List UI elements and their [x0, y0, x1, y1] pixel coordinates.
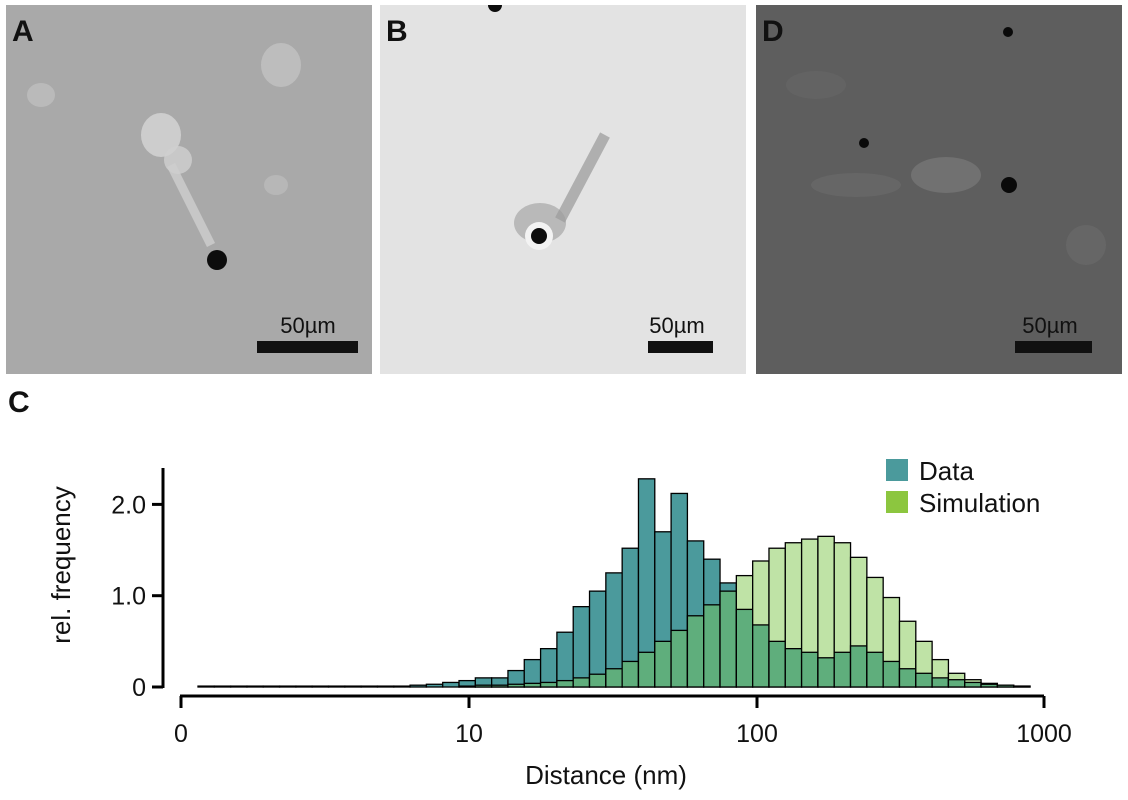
- data-bar-15: [442, 681, 460, 688]
- data-bar-41: [866, 651, 884, 688]
- data-bar-14: [425, 683, 444, 688]
- scale-bar-a: [257, 341, 358, 353]
- data-bar-34: [752, 624, 770, 688]
- data-bar-22: [556, 631, 574, 688]
- simulation-bar-30: [686, 615, 705, 688]
- data-bar-40: [849, 645, 868, 688]
- data-bar-47: [964, 681, 982, 688]
- panel-label-c: C: [8, 386, 30, 419]
- x-axis-ticks: 0 10 100 1000: [174, 696, 1072, 748]
- data-bar-37: [800, 651, 819, 688]
- simulation-bar-26: [621, 660, 640, 688]
- data-bar-8: [327, 685, 346, 688]
- scale-bar-label-a: 50µm: [280, 313, 336, 338]
- simulation-bar-19: [507, 683, 525, 688]
- data-bar-10: [360, 685, 379, 688]
- panel-label-b: B: [386, 15, 408, 48]
- micrograph-panel-b: B 50µm: [380, 5, 746, 374]
- data-bar-12: [393, 685, 411, 688]
- data-bar-43: [898, 668, 917, 688]
- data-bar-36: [784, 648, 803, 688]
- data-bar-48: [980, 683, 999, 688]
- simulation-bar-24: [588, 673, 607, 688]
- legend: Data Simulation: [886, 456, 1040, 518]
- simulation-bar-22: [556, 679, 574, 688]
- data-bar-9: [344, 685, 362, 688]
- legend-label-simulation: Simulation: [919, 488, 1040, 518]
- x-tick-label-3: 1000: [1016, 720, 1072, 748]
- scale-bar-d: [1015, 341, 1092, 353]
- micrograph-image-d: [756, 5, 1122, 374]
- simulation-bar-21: [539, 681, 558, 688]
- legend-swatch-data: [886, 459, 908, 481]
- data-bar-42: [882, 660, 901, 688]
- data-bar-2: [229, 685, 248, 688]
- scale-bar-b: [648, 341, 713, 353]
- panel-label-d: D: [762, 15, 784, 48]
- x-tick-label-2: 100: [736, 720, 778, 748]
- distance-histogram: 0 1.0 2.0 0 10 100 1000 rel. frequency Distan…: [46, 456, 1072, 790]
- data-bar-13: [409, 684, 428, 688]
- y-axis-title: rel. frequency: [46, 486, 76, 644]
- data-bar-39: [833, 651, 852, 688]
- simulation-bar-27: [637, 651, 656, 688]
- x-axis-title: Distance (nm): [525, 760, 687, 790]
- data-bar-7: [311, 685, 330, 688]
- data-bar-46: [947, 679, 966, 688]
- panel-label-a: A: [12, 15, 34, 48]
- micrograph-panel-a: A 50µm: [6, 5, 372, 374]
- simulation-bar-23: [572, 677, 591, 688]
- y-tick-label-2: 2.0: [111, 491, 146, 519]
- data-bar-3: [246, 685, 264, 688]
- simulation-bar-31: [703, 604, 721, 688]
- data-bar-4: [262, 685, 281, 688]
- simulation-bar-49: [996, 684, 1015, 688]
- simulation-bar-16: [458, 685, 476, 688]
- x-tick-label-1: 10: [455, 720, 483, 748]
- simulation-bar-28: [654, 640, 672, 688]
- x-tick-label-0: 0: [174, 720, 188, 748]
- simulation-bar-32: [719, 590, 738, 688]
- y-tick-label-1: 1.0: [111, 583, 146, 611]
- micrograph-image-b: [380, 5, 746, 374]
- data-bar-24: [588, 590, 607, 688]
- data-bar-33: [735, 608, 754, 688]
- simulation-bar-20: [523, 682, 542, 688]
- data-bar-44: [915, 672, 933, 688]
- simulation-bar-17: [474, 684, 493, 688]
- simulation-bar-25: [605, 668, 623, 688]
- simulation-bar-29: [670, 629, 689, 688]
- simulation-bar-18: [490, 684, 509, 688]
- legend-label-data: Data: [919, 456, 974, 486]
- data-bar-35: [768, 640, 786, 688]
- data-bar-11: [376, 685, 395, 688]
- data-bar-1: [213, 685, 232, 688]
- scale-bar-label-b: 50µm: [649, 313, 705, 338]
- data-bar-45: [931, 677, 950, 688]
- data-bar-38: [817, 657, 835, 688]
- y-tick-label-0: 0: [132, 674, 146, 702]
- simulation-bar-50: [1013, 685, 1031, 688]
- y-axis-ticks: 0 1.0 2.0: [111, 491, 163, 702]
- micrograph-panel-d: D 50µm: [756, 5, 1122, 374]
- scale-bar-label-d: 50µm: [1022, 313, 1078, 338]
- data-bar-5: [278, 685, 297, 688]
- micrograph-image-a: [6, 5, 372, 374]
- data-bar-23: [572, 606, 591, 688]
- data-bar-0: [197, 685, 215, 688]
- legend-swatch-simulation: [886, 491, 908, 513]
- histogram-bars: [197, 478, 1031, 688]
- data-bar-21: [539, 648, 558, 688]
- data-bar-6: [295, 685, 313, 688]
